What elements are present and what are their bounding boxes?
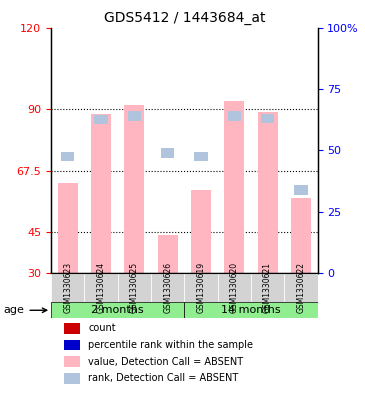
Text: GSM1330621: GSM1330621 [263,263,272,313]
Bar [294,185,308,195]
Bar [64,373,80,384]
FancyBboxPatch shape [84,274,118,303]
FancyBboxPatch shape [51,303,184,318]
Bar [128,111,141,121]
Bar [64,340,80,350]
Text: GSM1330622: GSM1330622 [296,263,306,313]
Text: GSM1330625: GSM1330625 [130,263,139,314]
Text: GSM1330626: GSM1330626 [163,263,172,314]
Text: 14 months: 14 months [221,305,281,315]
Text: count: count [88,323,116,333]
Text: GSM1330619: GSM1330619 [196,263,205,314]
Bar [228,111,241,121]
Text: 2 months: 2 months [91,305,144,315]
Bar [291,198,311,274]
FancyBboxPatch shape [218,274,251,303]
Bar [61,152,74,162]
FancyBboxPatch shape [51,274,84,303]
Bar [64,323,80,334]
Bar [95,115,108,125]
Bar [261,114,274,123]
FancyBboxPatch shape [251,274,284,303]
Title: GDS5412 / 1443684_at: GDS5412 / 1443684_at [104,11,265,25]
Text: GSM1330620: GSM1330620 [230,263,239,314]
Text: rank, Detection Call = ABSENT: rank, Detection Call = ABSENT [88,373,239,384]
Text: value, Detection Call = ABSENT: value, Detection Call = ABSENT [88,357,243,367]
Bar [91,114,111,274]
FancyBboxPatch shape [151,274,184,303]
Bar [124,105,144,274]
FancyBboxPatch shape [284,274,318,303]
FancyBboxPatch shape [184,303,318,318]
Bar [194,152,208,162]
Text: percentile rank within the sample: percentile rank within the sample [88,340,253,350]
Bar [64,356,80,367]
Bar [161,148,174,158]
Text: GSM1330624: GSM1330624 [97,263,105,314]
Bar [158,235,178,274]
Bar [191,190,211,274]
Bar [58,183,78,274]
Text: age: age [4,305,47,315]
FancyBboxPatch shape [118,274,151,303]
Bar [224,101,244,274]
FancyBboxPatch shape [184,274,218,303]
Bar [258,112,277,274]
Text: GSM1330623: GSM1330623 [63,263,72,314]
